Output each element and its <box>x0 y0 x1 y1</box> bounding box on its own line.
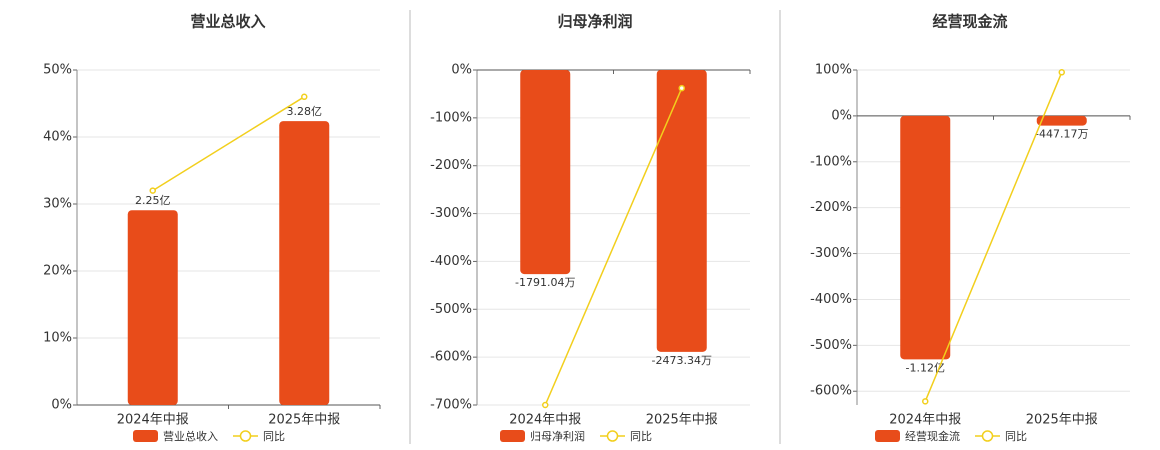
bar <box>656 70 707 352</box>
x-tick-label: 2024年中报 <box>509 413 581 428</box>
bar <box>279 121 330 405</box>
x-tick-label: 2025年中报 <box>1026 413 1098 428</box>
line-point <box>678 84 685 92</box>
y-tick-label: -500% <box>430 302 472 317</box>
value-label: 3.28亿 <box>287 105 323 118</box>
y-tick-label: -500% <box>810 338 852 353</box>
value-label: -1.12亿 <box>906 361 945 374</box>
chart-title: 归母净利润 <box>557 13 632 31</box>
y-tick-label: 100% <box>815 63 852 78</box>
line <box>544 87 683 406</box>
value-label: -447.17万 <box>1035 128 1088 141</box>
y-tick-label: 30% <box>43 197 72 212</box>
y-tick-label: 0% <box>831 108 852 123</box>
x-tick-label: 2025年中报 <box>268 413 340 428</box>
line <box>152 96 305 192</box>
value-label: -1791.04万 <box>515 276 575 289</box>
y-tick-label: -200% <box>430 158 472 173</box>
y-tick-label: -200% <box>810 200 852 215</box>
legend-label: 同比 <box>263 430 285 443</box>
line-point <box>1058 69 1065 76</box>
line-point <box>542 401 549 409</box>
chart-title: 经营现金流 <box>932 13 1007 31</box>
legend-swatch <box>981 430 994 442</box>
legend-swatch <box>239 430 252 442</box>
y-tick-label: -300% <box>810 246 852 261</box>
bar <box>127 210 178 405</box>
legend-label: 同比 <box>630 430 652 443</box>
line-point <box>301 93 308 101</box>
y-tick-label: -300% <box>430 206 472 221</box>
x-tick-label: 2024年中报 <box>117 413 189 428</box>
x-tick-label: 2025年中报 <box>646 413 718 428</box>
legend-swatch <box>606 430 619 442</box>
y-tick-label: 0% <box>51 398 72 413</box>
legend-label: 归母净利润 <box>530 429 585 443</box>
bar <box>1036 115 1087 126</box>
y-tick-label: -400% <box>430 254 472 269</box>
y-tick-label: -100% <box>810 154 852 169</box>
y-tick-label: 50% <box>43 63 72 78</box>
y-tick-label: -600% <box>430 350 472 365</box>
y-tick-label: 10% <box>43 331 72 346</box>
legend-label: 营业总收入 <box>163 429 218 443</box>
value-label: -2473.34万 <box>652 354 712 367</box>
y-tick-label: -400% <box>810 292 852 307</box>
legend-swatch <box>133 430 158 442</box>
legend-swatch <box>500 430 525 442</box>
line <box>924 72 1063 402</box>
x-tick-label: 2024年中报 <box>889 413 961 428</box>
y-tick-label: -100% <box>430 110 472 125</box>
line-point <box>922 398 929 405</box>
y-tick-label: 20% <box>43 264 72 279</box>
bar <box>900 115 951 360</box>
y-tick-label: -600% <box>810 384 852 399</box>
bar <box>520 70 571 275</box>
y-tick-label: 40% <box>43 130 72 145</box>
value-label: 2.25亿 <box>135 194 171 207</box>
chart-title: 营业总收入 <box>190 13 265 31</box>
line-point <box>149 187 156 194</box>
y-tick-label: -700% <box>430 398 472 413</box>
y-tick-label: 0% <box>451 63 472 78</box>
legend-label: 同比 <box>1005 430 1027 443</box>
legend-swatch <box>875 430 900 442</box>
legend-label: 经营现金流 <box>905 429 960 443</box>
